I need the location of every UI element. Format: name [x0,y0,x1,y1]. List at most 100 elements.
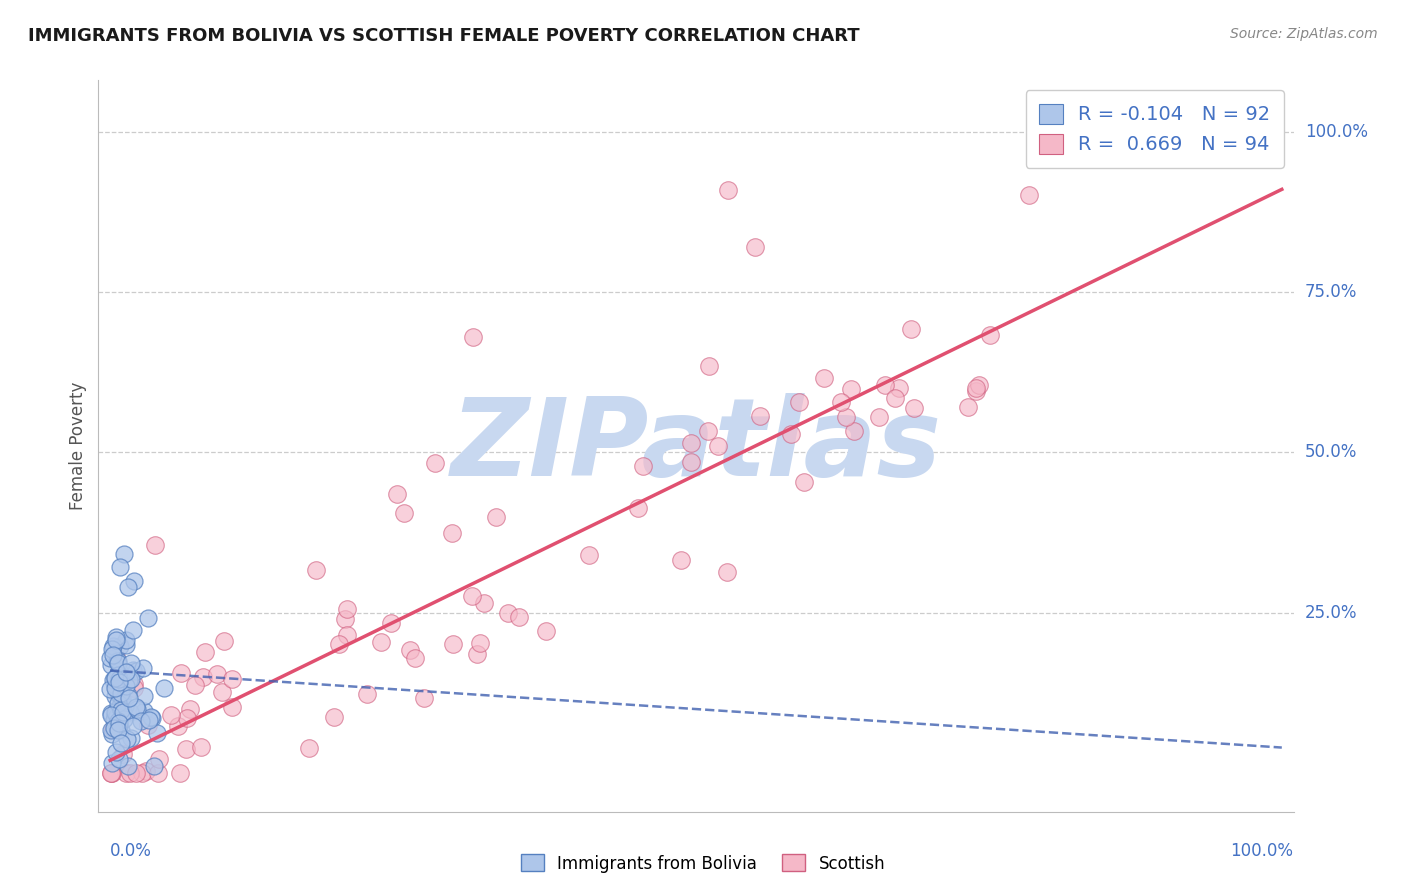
Point [108,698,131,713]
Point [105,632,128,647]
Point [787,395,810,409]
Text: 25.0%: 25.0% [1305,604,1357,622]
Point [148,752,170,766]
Point [104,745,127,759]
Point [101,648,124,662]
Point [110,684,132,698]
Point [669,553,692,567]
Point [108,690,131,704]
Point [112,713,135,727]
Point [779,426,801,441]
Point [115,731,138,746]
Point [110,723,132,737]
Point [631,458,654,473]
Point [179,702,201,716]
Point [370,635,392,649]
Point [110,681,132,696]
Point [967,377,990,392]
Point [207,666,229,681]
Point [441,637,464,651]
Point [105,721,128,735]
Point [108,716,131,731]
Point [103,713,125,727]
Point [114,632,136,647]
Point [138,713,160,727]
Point [122,574,145,589]
Point [115,679,138,693]
Point [336,628,359,642]
Point [965,381,987,395]
Point [679,454,702,468]
Point [979,327,1001,342]
Point [404,651,426,665]
Point [105,708,128,723]
Point [98,681,121,696]
Point [100,651,122,665]
Point [107,668,129,682]
Point [104,689,127,703]
Point [139,709,162,723]
Point [121,624,143,638]
Point [136,611,159,625]
Point [707,439,730,453]
Point [125,664,148,678]
Point [875,378,897,392]
Point [100,706,122,721]
Point [461,590,484,604]
Point [103,708,125,723]
Point [110,736,132,750]
Point [425,456,447,470]
Point [125,700,148,714]
Point [107,696,129,710]
Point [176,711,198,725]
Point [118,705,141,719]
Point [485,509,508,524]
Point [112,699,135,714]
Point [122,676,145,690]
Point [387,486,409,500]
Point [813,371,835,385]
Point [108,752,131,766]
Legend: R = -0.104   N = 92, R =  0.669   N = 94: R = -0.104 N = 92, R = 0.669 N = 94 [1025,90,1284,168]
Point [104,672,127,686]
Point [887,381,910,395]
Point [107,714,129,729]
Point [508,609,530,624]
Point [356,687,378,701]
Point [463,330,485,344]
Point [333,612,356,626]
Point [842,424,865,438]
Point [472,597,495,611]
Point [122,663,145,677]
Point [398,643,420,657]
Point [108,559,131,574]
Point [117,688,139,702]
Point [841,382,863,396]
Point [835,410,858,425]
Text: 100.0%: 100.0% [1230,842,1294,860]
Point [170,665,193,680]
Point [104,671,127,685]
Y-axis label: Female Poverty: Female Poverty [69,382,87,510]
Point [830,395,852,409]
Point [110,686,132,700]
Point [465,647,488,661]
Point [100,766,122,780]
Point [110,703,132,717]
Point [101,727,124,741]
Point [957,401,980,415]
Point [304,563,326,577]
Point [142,759,165,773]
Point [193,670,215,684]
Text: 50.0%: 50.0% [1305,443,1357,461]
Point [184,678,207,692]
Text: Source: ZipAtlas.com: Source: ZipAtlas.com [1230,27,1378,41]
Point [104,706,127,720]
Point [104,677,127,691]
Point [108,682,131,697]
Point [717,183,740,197]
Point [108,639,131,653]
Point [105,630,128,644]
Point [103,722,125,736]
Point [380,615,402,630]
